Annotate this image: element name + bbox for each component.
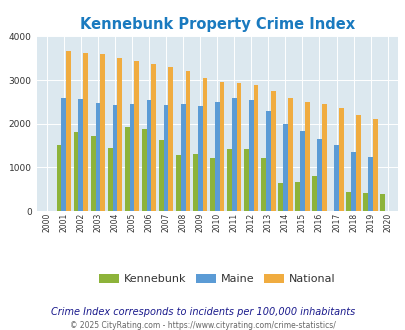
- Bar: [57, 145, 61, 211]
- Bar: [134, 61, 139, 211]
- Bar: [78, 99, 83, 211]
- Bar: [282, 124, 287, 211]
- Bar: [192, 154, 197, 211]
- Bar: [379, 194, 384, 211]
- Bar: [270, 91, 275, 211]
- Bar: [236, 82, 241, 211]
- Bar: [197, 106, 202, 211]
- Bar: [372, 119, 377, 211]
- Bar: [362, 193, 367, 211]
- Bar: [202, 78, 207, 211]
- Bar: [124, 127, 129, 211]
- Bar: [260, 158, 265, 211]
- Bar: [168, 67, 173, 211]
- Text: Crime Index corresponds to incidents per 100,000 inhabitants: Crime Index corresponds to incidents per…: [51, 307, 354, 317]
- Bar: [253, 85, 258, 211]
- Bar: [277, 183, 282, 211]
- Bar: [219, 82, 224, 211]
- Bar: [209, 158, 214, 211]
- Bar: [180, 104, 185, 211]
- Bar: [74, 132, 78, 211]
- Bar: [158, 140, 163, 211]
- Bar: [355, 115, 360, 211]
- Bar: [100, 54, 105, 211]
- Bar: [61, 98, 66, 211]
- Bar: [304, 102, 309, 211]
- Bar: [226, 149, 231, 211]
- Bar: [175, 155, 180, 211]
- Bar: [117, 58, 122, 211]
- Bar: [214, 102, 219, 211]
- Bar: [95, 103, 100, 211]
- Bar: [338, 108, 343, 211]
- Bar: [333, 145, 338, 211]
- Bar: [146, 100, 151, 211]
- Legend: Kennebunk, Maine, National: Kennebunk, Maine, National: [94, 269, 339, 288]
- Text: © 2025 CityRating.com - https://www.cityrating.com/crime-statistics/: © 2025 CityRating.com - https://www.city…: [70, 320, 335, 330]
- Bar: [151, 64, 156, 211]
- Bar: [141, 129, 146, 211]
- Bar: [287, 98, 292, 211]
- Bar: [367, 157, 372, 211]
- Bar: [243, 149, 248, 211]
- Bar: [163, 105, 168, 211]
- Bar: [265, 111, 270, 211]
- Bar: [345, 192, 350, 211]
- Bar: [350, 152, 355, 211]
- Bar: [107, 148, 112, 211]
- Bar: [316, 140, 321, 211]
- Bar: [129, 104, 134, 211]
- Bar: [83, 53, 88, 211]
- Bar: [299, 131, 304, 211]
- Bar: [90, 136, 95, 211]
- Bar: [311, 176, 316, 211]
- Bar: [185, 71, 190, 211]
- Bar: [248, 100, 253, 211]
- Bar: [321, 104, 326, 211]
- Bar: [231, 98, 236, 211]
- Bar: [112, 105, 117, 211]
- Bar: [294, 182, 299, 211]
- Title: Kennebunk Property Crime Index: Kennebunk Property Crime Index: [79, 17, 354, 32]
- Bar: [66, 51, 71, 211]
